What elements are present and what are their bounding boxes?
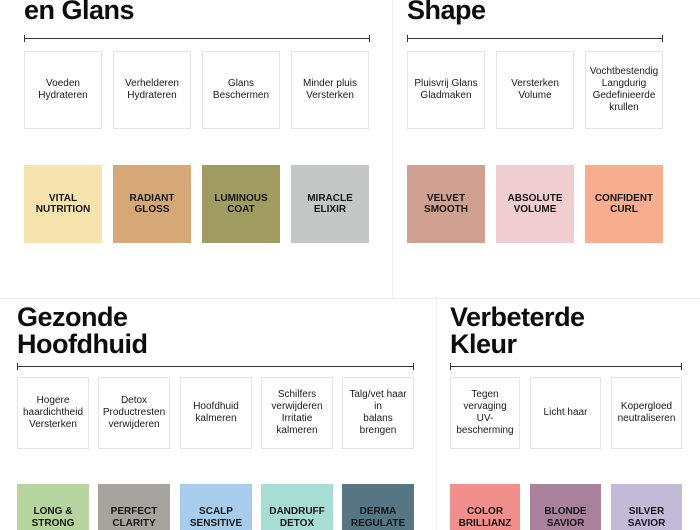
benefit-card: Versterken Volume [496,51,574,129]
section-rule-shape [407,35,663,42]
benefit-card: Hogere haardichtheid Versterken [17,377,89,449]
benefit-card: Pluisvrij Glans Gladmaken [407,51,485,129]
panel-divider-horizontal [0,298,700,299]
section-rule-hoofdhuid [17,363,414,370]
benefit-card: Schilfers verwijderen Irritatie kalmeren [261,377,333,449]
benefit-card: Voeden Hydrateren [24,51,102,129]
product-swatch-miracle-elixir[interactable]: MIRACLE ELIXIR [291,165,369,243]
section-title-hoofdhuid: Gezonde Hoofdhuid [17,302,148,359]
product-swatch-absolute-volume[interactable]: ABSOLUTE VOLUME [496,165,574,243]
section-title-glans: en Glans [24,0,135,25]
section-rule-glans [24,35,370,42]
product-swatch-blonde-savior[interactable]: BLONDE SAVIOR [530,484,601,530]
product-swatch-radiant-gloss[interactable]: RADIANT GLOSS [113,165,191,243]
panel-divider-vertical-bottom [436,298,437,530]
benefit-card: Vochtbestendig Langdurig Gedefinieerde k… [585,51,663,129]
benefit-card: Minder pluis Versterken [291,51,369,129]
panel-divider-vertical-top [392,0,393,298]
product-swatch-perfect-clarity[interactable]: PERFECT CLARITY [98,484,170,530]
benefit-card: Detox Productresten verwijderen [98,377,170,449]
benefit-card: Talg/vet haar in balans brengen [342,377,414,449]
benefit-card: Verhelderen Hydrateren [113,51,191,129]
product-swatch-long-strong[interactable]: LONG & STRONG [17,484,89,530]
product-swatch-confident-curl[interactable]: CONFIDENT CURL [585,165,663,243]
product-swatch-luminous-coat[interactable]: LUMINOUS COAT [202,165,280,243]
product-swatch-silver-savior[interactable]: SILVER SAVIOR [611,484,682,530]
benefit-card: Licht haar [530,377,601,449]
section-rule-kleur [450,363,682,370]
product-swatch-dandruff-detox[interactable]: DANDRUFF DETOX [261,484,333,530]
benefit-card: Kopergloed neutraliseren [611,377,682,449]
product-swatch-scalp-sensitive[interactable]: SCALP SENSITIVE [180,484,252,530]
product-swatch-color-brillianz[interactable]: COLOR BRILLIANZ [450,484,520,530]
benefit-card: Hoofdhuid kalmeren [180,377,252,449]
benefit-card: Glans Beschermen [202,51,280,129]
section-title-kleur: Verbeterde Kleur [450,302,585,359]
product-swatch-velvet-smooth[interactable]: VELVET SMOOTH [407,165,485,243]
benefit-card: Tegen vervaging UV- bescherming [450,377,520,449]
product-swatch-derma-regulate[interactable]: DERMA REGULATE [342,484,414,530]
product-swatch-vital-nutrition[interactable]: VITAL NUTRITION [24,165,102,243]
section-title-shape: Shape [407,0,486,25]
